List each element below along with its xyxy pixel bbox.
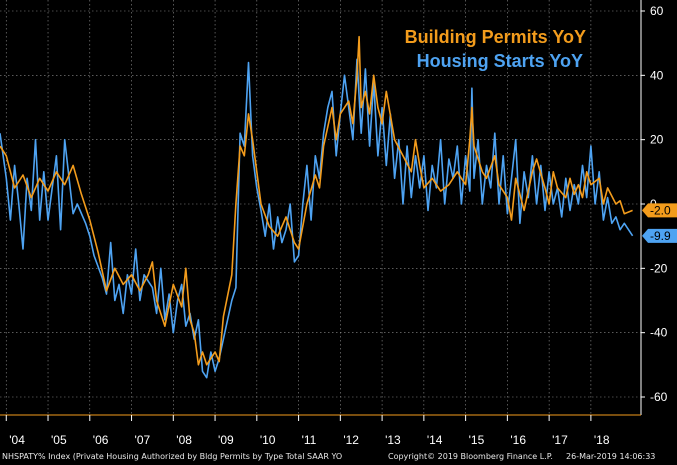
y-tick-label: 40 [650, 68, 664, 82]
last-value-label-housing-starts: -9.9 [650, 229, 671, 243]
footer-bar: NHSPATY% Index (Private Housing Authoriz… [0, 450, 677, 465]
last-value-label-building-permits: -2.0 [650, 203, 671, 217]
legend-housing-starts: Housing Starts YoY [417, 51, 583, 71]
y-axis-ticks: 6040200-20-40-60 [641, 4, 668, 404]
last-value-marker-building-permits [642, 203, 677, 218]
x-tick-label: '08 [176, 433, 192, 447]
y-tick-label: -40 [650, 326, 668, 340]
chart-canvas: 6040200-20-40-60 '04'05'06'07'08'09'10'1… [0, 0, 677, 450]
x-tick-label: '09 [218, 433, 234, 447]
x-tick-label: '15 [469, 433, 485, 447]
legend-building-permits: Building Permits YoY [405, 27, 586, 47]
x-tick-label: '12 [343, 433, 359, 447]
x-tick-label: '05 [51, 433, 67, 447]
x-tick-label: '16 [510, 433, 526, 447]
last-value-marker-housing-starts [642, 228, 677, 243]
gridlines [0, 0, 641, 415]
x-axis-ticks: '04 '05 '06 '07 '08 '09 '10 '11 '12 '13 '14 '15 '16 '… [5, 415, 610, 447]
x-tick-label: '18 [594, 433, 610, 447]
y-tick-label: 20 [650, 133, 664, 147]
legend: Building Permits YoY Housing Starts YoY [405, 27, 586, 71]
footer-copyright: Copyright© 2019 Bloomberg Finance L.P. [388, 452, 553, 461]
last-value-markers: -2.0 -9.9 [642, 203, 677, 243]
chart-background [0, 0, 677, 450]
x-tick-label: '14 [427, 433, 443, 447]
series-lines [0, 35, 634, 379]
footer-ticker-description: NHSPATY% Index (Private Housing Authoriz… [2, 452, 343, 461]
x-tick-label: '10 [260, 433, 276, 447]
series-line-building-permits [0, 35, 633, 366]
x-tick-label: '04 [9, 433, 25, 447]
x-tick-label: '13 [385, 433, 401, 447]
y-tick-label: 60 [650, 4, 664, 18]
x-tick-label: '17 [552, 433, 568, 447]
y-tick-label: -20 [650, 261, 668, 275]
footer-timestamp: 26-Mar-2019 14:06:33 [566, 452, 656, 461]
x-tick-label: '06 [93, 433, 109, 447]
x-tick-label: '07 [135, 433, 151, 447]
y-tick-label: -60 [650, 390, 668, 404]
x-tick-label: '11 [302, 433, 317, 447]
